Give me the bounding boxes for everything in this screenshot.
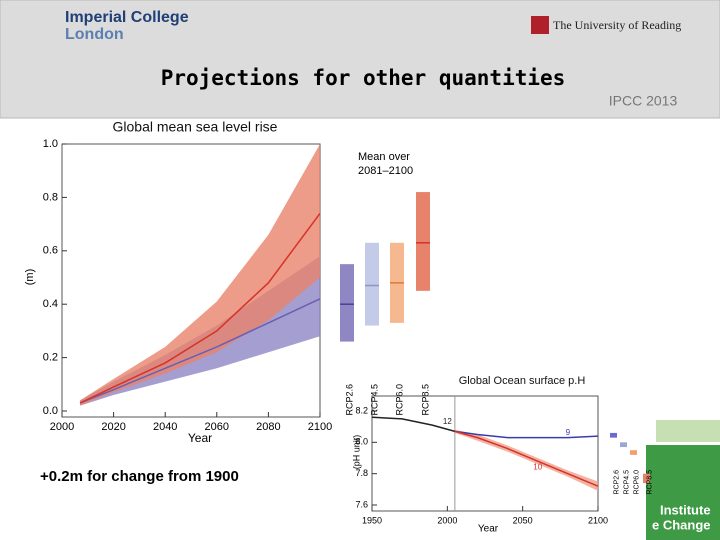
logo-leaf: [656, 420, 720, 442]
range-title: 2081–2100: [358, 165, 413, 177]
y-tick-label: 0.2: [43, 352, 58, 364]
x-tick-label: 2100: [588, 515, 608, 525]
source: IPCC 2013: [609, 93, 678, 109]
logo-left: London: [65, 26, 124, 43]
series-line: [79, 212, 321, 404]
x-tick-label: 2020: [101, 421, 125, 433]
chart-title: Global mean sea level rise: [113, 119, 278, 135]
annotation: 12: [443, 417, 452, 426]
x-axis-label: Year: [188, 431, 212, 445]
range-bar: [340, 264, 354, 342]
range-label: RCP8.5: [646, 470, 653, 495]
chart-title: Global Ocean surface p.H: [459, 375, 586, 387]
x-tick-label: 2050: [513, 515, 533, 525]
x-axis-label: Year: [478, 524, 499, 535]
range-label: RCP4.5: [369, 384, 379, 416]
range-label: RCP6.0: [633, 470, 640, 495]
x-tick-label: 2000: [50, 421, 74, 433]
caption: +0.2m for change from 1900: [40, 468, 239, 485]
y-axis-label: (pH unit): [351, 435, 361, 470]
series-line: [371, 416, 456, 433]
plot-frame: [371, 395, 599, 512]
y-tick-label: 7.6: [355, 499, 368, 509]
y-axis-label: (m): [24, 269, 36, 286]
y-tick-label: 8.0: [355, 437, 368, 447]
y-tick-label: 0.4: [43, 298, 58, 310]
range-bar: [416, 192, 430, 291]
y-tick-label: 0.6: [43, 245, 58, 257]
range-label: RCP4.5: [623, 470, 630, 495]
annotation: 9: [566, 428, 571, 437]
y-tick-label: 7.8: [355, 468, 368, 478]
x-tick-label: 2040: [153, 421, 177, 433]
logo-block: [646, 445, 720, 540]
logo-left: Imperial College: [65, 9, 189, 26]
annotation: 10: [533, 463, 542, 472]
range-label: RCP2.6: [613, 470, 620, 495]
range-label: RCP8.5: [420, 384, 430, 416]
y-tick-label: 8.2: [355, 405, 368, 415]
series-line: [79, 298, 321, 404]
range-label: RCP6.0: [394, 384, 404, 416]
range-label: RCP2.6: [344, 384, 354, 416]
slide-title: Projections for other quantities: [161, 66, 566, 90]
y-tick-label: 0.0: [43, 405, 58, 417]
x-tick-label: 2100: [308, 421, 332, 433]
series-line: [454, 430, 599, 439]
y-tick-label: 1.0: [43, 138, 58, 150]
x-tick-label: 2000: [437, 515, 457, 525]
series-line: [454, 430, 599, 487]
range-title: Mean over: [358, 151, 410, 163]
range-bar: [610, 432, 617, 438]
footer-logo: e Change: [652, 517, 711, 532]
range-bar: [630, 450, 637, 455]
uncertainty-band: [454, 429, 598, 491]
header-band: [0, 0, 720, 119]
x-tick-label: 2060: [205, 421, 229, 433]
range-bar: [365, 242, 379, 326]
range-bar: [643, 473, 650, 484]
y-tick-label: 0.8: [43, 191, 58, 203]
footer-logo: Institute: [660, 502, 711, 517]
range-bar: [620, 442, 627, 448]
x-tick-label: 1950: [362, 515, 382, 525]
logo-right: The University of Reading: [553, 18, 681, 32]
x-tick-label: 2080: [256, 421, 280, 433]
crest: [531, 16, 549, 34]
